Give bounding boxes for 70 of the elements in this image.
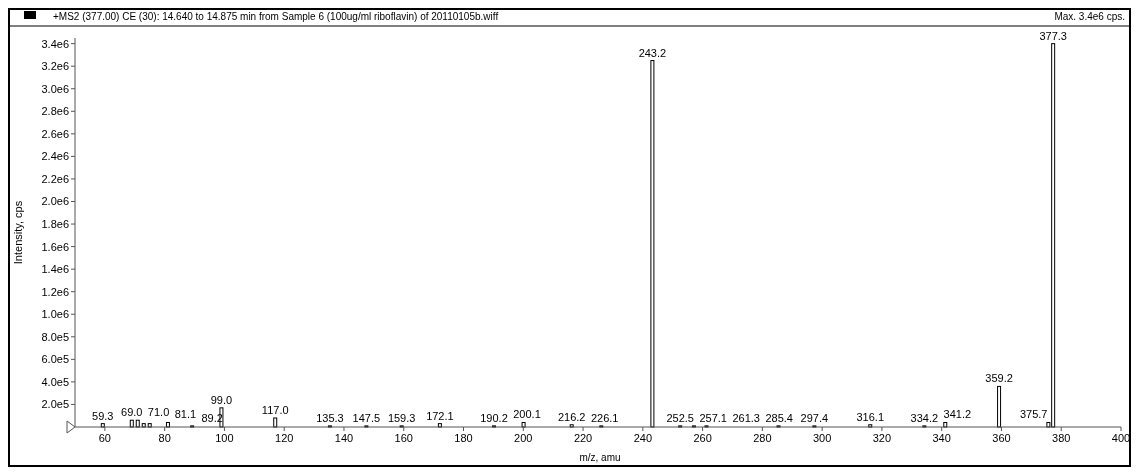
annotation: 226.1 — [590, 411, 619, 424]
x-tick-label: 160 — [394, 432, 413, 444]
annotation: 59.3 — [92, 409, 114, 422]
annotation: 285.4 — [765, 411, 793, 424]
annotation: 200.1 — [513, 408, 541, 421]
y-tick-label: 1.0e6 — [41, 308, 69, 321]
annotation: 159.3 — [387, 411, 416, 424]
bar — [521, 421, 526, 428]
annotation: 117.0 — [261, 403, 289, 416]
annotation: 69.0 — [121, 406, 143, 419]
y-tick-label: 2.2e6 — [41, 172, 69, 185]
annotation: 375.7 — [1019, 408, 1048, 421]
bar — [650, 60, 655, 428]
x-tick-label: 60 — [98, 432, 112, 444]
y-tick-label: 1.8e6 — [41, 218, 69, 231]
x-tick-label: 200 — [514, 432, 533, 444]
y-tick-label: 1.4e6 — [41, 263, 69, 276]
annotation: 243.2 — [638, 46, 667, 59]
y-axis-title: Intensity, cps — [12, 200, 24, 265]
annotation: 135.3 — [316, 411, 344, 424]
annotation: 297.4 — [800, 411, 829, 424]
y-tick-label: 2.0e6 — [41, 195, 69, 208]
y-tick-label: 2.6e6 — [41, 127, 69, 140]
bar — [997, 385, 1002, 428]
annotation: 252.5 — [666, 411, 694, 424]
x-tick-label: 100 — [215, 432, 234, 444]
x-tick-label: 260 — [693, 432, 712, 444]
x-tick-label: 240 — [633, 432, 653, 444]
x-tick-label: 380 — [1052, 432, 1071, 444]
x-tick-label: 360 — [992, 432, 1011, 444]
annotation: 216.2 — [557, 410, 586, 423]
text: Max. 3.4e6 cps. — [1054, 11, 1125, 22]
x-axis-title: m/z, amu — [579, 452, 621, 463]
x-tick-label: 300 — [812, 432, 832, 444]
annotation: 377.3 — [1039, 29, 1067, 42]
y-tick-label: 1.6e6 — [41, 240, 69, 253]
y-tick-label: 2.0e5 — [41, 398, 69, 411]
annotation: 71.0 — [147, 406, 170, 419]
bar — [129, 419, 134, 428]
y-tick-label: 3.2e6 — [41, 60, 69, 73]
bar — [135, 419, 140, 428]
y-tick-label: 1.2e6 — [41, 285, 69, 298]
y-tick-label: 8.0e5 — [41, 330, 69, 343]
annotation: 99.0 — [210, 393, 233, 406]
annotation: 316.1 — [856, 410, 885, 423]
x-tick-label: 140 — [334, 432, 354, 444]
x-tick-label: 340 — [932, 432, 951, 444]
annotation: 334.2 — [910, 411, 939, 424]
annotation: 172.1 — [426, 409, 454, 422]
annotation: 190.2 — [480, 411, 508, 424]
x-tick-label: 120 — [275, 432, 294, 444]
x-tick-label: 80 — [158, 432, 171, 444]
x-tick-label: 320 — [872, 432, 892, 444]
y-tick-label: 4.0e5 — [41, 375, 69, 388]
annotation: 341.2 — [943, 408, 972, 421]
annotation: 147.5 — [352, 411, 381, 424]
chart-title: +MS2 (377.00) CE (30): 14.640 to 14.875 min from Sample 6 (100ug/ml riboflavin) of 20110105b.wiff — [53, 11, 499, 22]
y-tick-label: 3.4e6 — [41, 37, 69, 50]
y-tick-label: 2.4e6 — [41, 150, 69, 163]
y-tick-label: 6.0e5 — [41, 353, 69, 366]
x-tick-label: 220 — [573, 432, 593, 444]
y-tick-label: 3.0e6 — [41, 82, 69, 95]
annotation: 81.1 — [174, 408, 197, 421]
annotation: 359.2 — [985, 372, 1013, 385]
y-tick-label: 2.8e6 — [41, 105, 69, 118]
x-tick-label: 180 — [454, 432, 473, 444]
x-tick-label: 280 — [753, 432, 772, 444]
bar — [273, 417, 278, 428]
annotation: 257.1 — [699, 411, 727, 424]
annotation: 261.3 — [732, 411, 760, 424]
